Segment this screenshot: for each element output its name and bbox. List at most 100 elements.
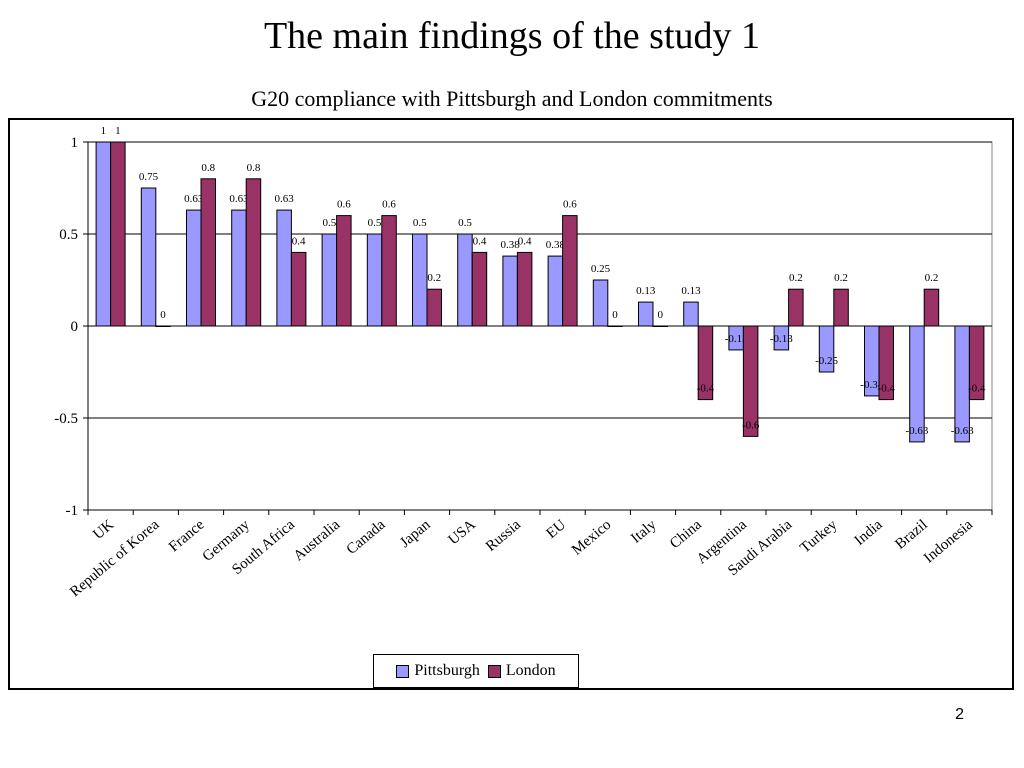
bar-london-uk bbox=[110, 141, 126, 327]
bar-london-russia bbox=[516, 251, 533, 327]
legend-label-pittsburgh: Pittsburgh bbox=[414, 662, 480, 679]
bar-pittsburgh-japan bbox=[412, 233, 428, 327]
bar-pittsburgh-south-africa bbox=[276, 209, 292, 327]
data-label: 0.5 bbox=[413, 217, 427, 229]
data-label: 0.2 bbox=[925, 272, 939, 284]
data-label: 0.38 bbox=[546, 239, 566, 251]
bar-pittsburgh-china bbox=[683, 301, 699, 327]
bar-pittsburgh-italy bbox=[638, 301, 654, 327]
bar-london-italy bbox=[652, 325, 668, 327]
data-label: 0.5 bbox=[322, 217, 336, 229]
bar-pittsburgh-usa bbox=[457, 233, 473, 327]
data-label: 0.2 bbox=[427, 272, 441, 284]
data-label: 0.4 bbox=[292, 235, 306, 247]
data-label: 0.5 bbox=[368, 217, 382, 229]
bar-london-brazil bbox=[923, 288, 940, 327]
bar-london-eu bbox=[562, 215, 578, 327]
bar-london-germany bbox=[245, 178, 262, 327]
bar-london-republic-of-korea bbox=[155, 325, 171, 327]
data-label: 0.63 bbox=[184, 193, 204, 205]
data-label: 0 bbox=[160, 309, 166, 321]
data-label: 0.8 bbox=[201, 162, 215, 174]
bar-pittsburgh-australia bbox=[321, 233, 338, 327]
x-category-label: Russia bbox=[483, 517, 524, 555]
chart-frame: 1 0.5 0 -0.5 -1 1 0.75 0.63 0.63 0.63 0.5 0.5 0.5 0.5… bbox=[8, 118, 1014, 690]
data-label: -0.6 bbox=[742, 419, 760, 431]
data-label: 0.2 bbox=[834, 272, 848, 284]
data-label: -0.13 bbox=[770, 333, 793, 345]
data-label: 0.13 bbox=[636, 285, 656, 297]
bar-london-japan bbox=[426, 288, 442, 327]
data-label: -0.4 bbox=[878, 383, 896, 395]
bar-pittsburgh-turkey bbox=[818, 325, 835, 373]
x-category-label: Brazil bbox=[892, 517, 930, 553]
bar-london-argentina bbox=[742, 325, 759, 437]
legend-item-pittsburgh: Pittsburgh bbox=[396, 662, 480, 680]
data-label: -0.13 bbox=[725, 333, 748, 345]
legend-label-london: London bbox=[505, 662, 556, 679]
bar-london-mexico bbox=[607, 325, 623, 327]
bar-london-china bbox=[697, 325, 714, 401]
data-label: 0.25 bbox=[591, 263, 611, 275]
x-category-label: Canada bbox=[344, 517, 389, 558]
legend-swatch-london bbox=[487, 664, 501, 678]
y-tick-label: 1 bbox=[71, 135, 79, 151]
bar-pittsburgh-germany bbox=[231, 209, 247, 327]
data-label: 0.38 bbox=[501, 239, 521, 251]
data-label: 0.2 bbox=[789, 272, 803, 284]
x-category-label: India bbox=[852, 517, 886, 549]
bar-pittsburgh-france bbox=[186, 209, 202, 327]
bar-pittsburgh-mexico bbox=[592, 279, 609, 327]
legend-item-london: London bbox=[487, 662, 556, 680]
bar-pittsburgh-canada bbox=[366, 233, 383, 327]
x-category-label: Japan bbox=[397, 516, 434, 551]
slide-title: The main findings of the study 1 bbox=[263, 15, 761, 57]
data-label: 0.13 bbox=[681, 285, 701, 297]
x-category-label: Mexico bbox=[569, 517, 614, 559]
bar-pittsburgh-republic-of-korea bbox=[140, 187, 157, 327]
data-label: 0.8 bbox=[247, 162, 261, 174]
bar-london-usa bbox=[471, 251, 488, 327]
bar-pittsburgh-saudi-arabia bbox=[773, 325, 790, 351]
data-label: 0.6 bbox=[382, 199, 396, 211]
x-category-label: Italy bbox=[628, 516, 660, 546]
data-label: 0.63 bbox=[229, 193, 249, 205]
x-category-label: Australia bbox=[291, 517, 344, 565]
data-label: 0 bbox=[658, 309, 664, 321]
data-label: -0.4 bbox=[968, 383, 986, 395]
data-label: 0.5 bbox=[458, 217, 472, 229]
data-label: -0.63 bbox=[905, 425, 928, 437]
x-category-label: UK bbox=[90, 517, 117, 543]
data-label: -0.25 bbox=[815, 355, 838, 367]
data-label: 0.6 bbox=[563, 199, 577, 211]
x-category-label: EU bbox=[544, 517, 570, 542]
data-label: 0.4 bbox=[518, 235, 532, 247]
bar-london-france bbox=[200, 178, 216, 327]
data-label: 1 bbox=[115, 125, 121, 137]
data-label: -0.4 bbox=[697, 383, 715, 395]
x-category-label: Indonesia bbox=[921, 517, 976, 567]
bar-pittsburgh-eu bbox=[547, 255, 564, 327]
x-category-label: USA bbox=[445, 517, 478, 549]
bar-london-australia bbox=[336, 215, 352, 327]
y-tick-label: 0 bbox=[71, 319, 79, 335]
data-label: 0.4 bbox=[473, 235, 487, 247]
data-label: 1 bbox=[101, 125, 107, 137]
y-tick-label: -1 bbox=[66, 503, 79, 519]
bar-london-turkey bbox=[833, 288, 849, 327]
bar-london-south-africa bbox=[290, 251, 307, 327]
bar-pittsburgh-brazil bbox=[909, 325, 925, 443]
data-label: 0.6 bbox=[337, 199, 351, 211]
bar-pittsburgh-russia bbox=[502, 255, 518, 327]
bar-london-canada bbox=[381, 215, 397, 327]
data-label: 0.63 bbox=[275, 193, 295, 205]
x-category-label: China bbox=[667, 517, 705, 553]
legend-swatch-pittsburgh bbox=[396, 664, 410, 678]
bar-pittsburgh-uk bbox=[95, 141, 112, 327]
bar-london-india bbox=[878, 325, 894, 401]
bar-london-saudi-arabia bbox=[788, 288, 804, 327]
data-label: -0.63 bbox=[951, 425, 974, 437]
data-label: -0.38 bbox=[860, 379, 883, 391]
x-category-label: France bbox=[166, 517, 208, 556]
bar-london-indonesia bbox=[968, 325, 985, 401]
